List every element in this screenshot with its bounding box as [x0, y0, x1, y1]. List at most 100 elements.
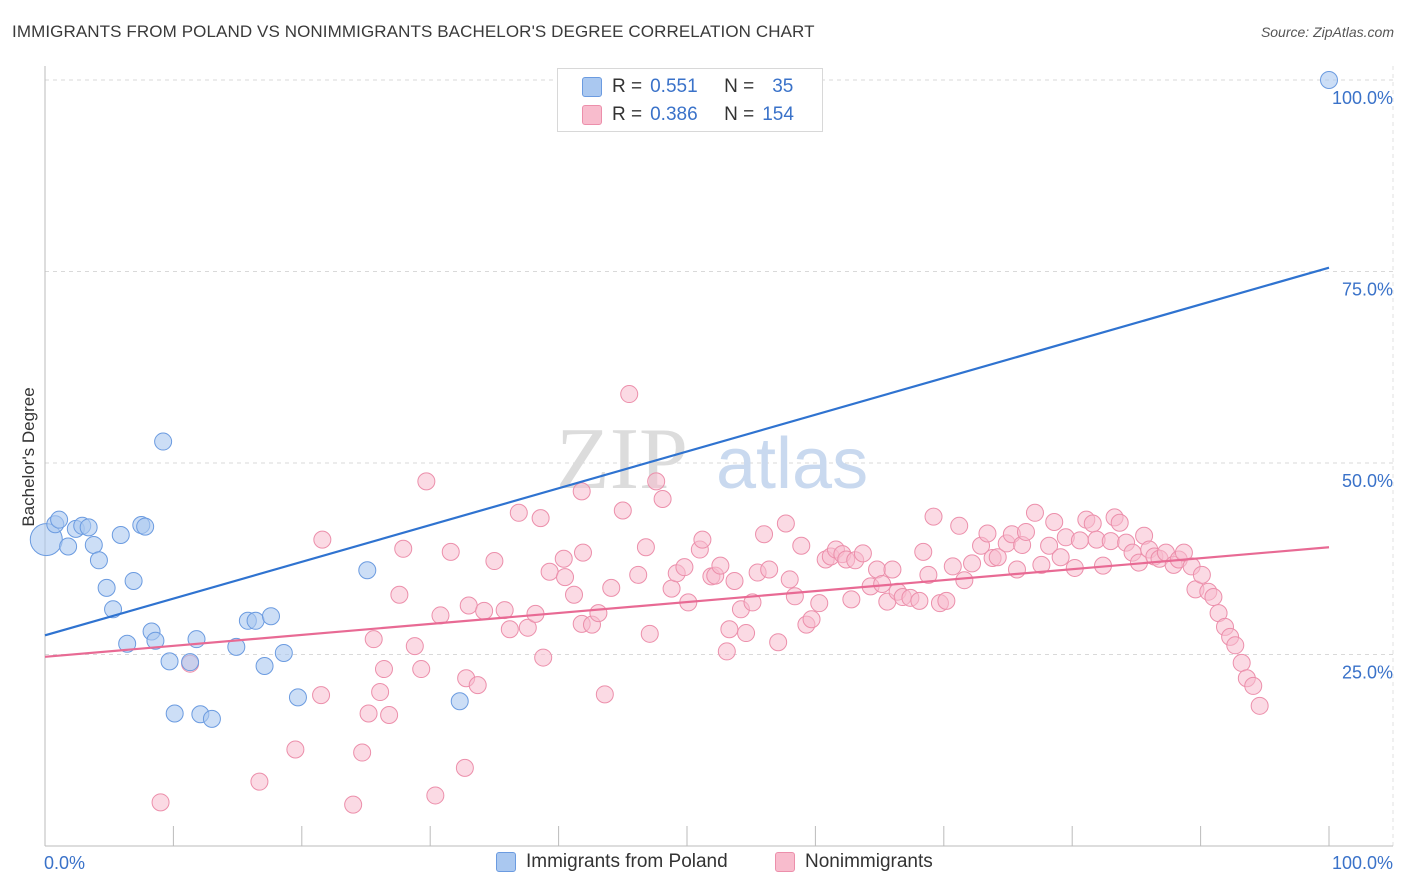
nonimmigrants-point	[810, 594, 829, 613]
nonimmigrants-point	[380, 706, 399, 725]
y-tick-label: 50.0%	[1342, 471, 1393, 491]
nonimmigrants-point	[955, 571, 974, 590]
nonimmigrants-point	[426, 786, 445, 805]
poland-point	[246, 611, 265, 630]
legend-r-label: R =	[612, 104, 643, 125]
nonimmigrants-point	[919, 565, 938, 584]
nonimmigrants-point	[693, 530, 712, 549]
nonimmigrants-point	[780, 570, 799, 589]
nonimmigrants-point	[312, 686, 331, 705]
nonimmigrants-point	[1110, 513, 1129, 532]
nonimmigrants-point	[500, 620, 519, 639]
nonimmigrants-point	[802, 610, 821, 629]
nonimmigrants-points	[151, 385, 1269, 814]
poland-point	[79, 518, 98, 537]
poland-point	[154, 432, 173, 451]
nonimmigrants-point	[792, 536, 811, 555]
nonimmigrants-point	[769, 633, 788, 652]
nonimmigrants-point	[988, 548, 1007, 567]
nonimmigrants-point	[620, 385, 639, 404]
bottom-legend-poland: Immigrants from Poland	[496, 851, 728, 873]
legend-row-poland: R = 0.551 N = 35	[582, 75, 793, 99]
poland-point	[50, 510, 69, 529]
nonimmigrants-point	[776, 514, 795, 533]
nonimmigrants-point	[151, 793, 170, 812]
nonimmigrants-point	[883, 560, 902, 579]
nonimmigrants-point	[1045, 512, 1064, 531]
nonimmigrants-point	[720, 620, 739, 639]
nonimmigrants-point	[943, 557, 962, 576]
legend-r-value-poland: 0.551	[650, 76, 698, 97]
nonimmigrants-point	[647, 472, 666, 491]
nonimmigrants-point	[725, 571, 744, 590]
y-tick-label: 75.0%	[1342, 280, 1393, 300]
poland-point	[165, 704, 184, 723]
trend-lines	[44, 266, 1330, 658]
nonimmigrants-point	[1040, 536, 1059, 555]
nonimmigrants-point	[518, 618, 537, 637]
nonimmigrants-point	[1192, 565, 1211, 584]
nonimmigrants-point	[743, 593, 762, 612]
poland-point	[358, 561, 377, 580]
x-tick-label-min: 0.0%	[44, 853, 85, 873]
nonimmigrants-point	[417, 472, 436, 491]
nonimmigrants-point	[755, 525, 774, 544]
chart-title: IMMIGRANTS FROM POLAND VS NONIMMIGRANTS …	[12, 22, 815, 41]
nonimmigrants-point	[1250, 696, 1269, 715]
nonimmigrants-point	[1174, 543, 1193, 562]
poland-point	[181, 653, 200, 672]
nonimmigrants-point	[640, 624, 659, 643]
nonimmigrants-point	[636, 538, 655, 557]
nonimmigrants-point	[364, 630, 383, 649]
tick-labels: 100.0% 75.0% 50.0% 25.0% 0.0% 100.0%	[44, 88, 1393, 873]
poland-point	[146, 631, 165, 650]
nonimmigrants-point	[250, 772, 269, 791]
poland-point	[255, 656, 274, 675]
poland-point	[450, 692, 469, 711]
legend-n-label: N =	[724, 76, 755, 97]
nonimmigrants-point	[760, 560, 779, 579]
legend-r-value-nonimmigrants: 0.386	[650, 104, 698, 125]
nonimmigrants-point	[374, 660, 393, 679]
y-axis-label: Bachelor's Degree	[19, 387, 38, 526]
legend-swatch-nonimmigrants	[582, 105, 602, 125]
poland-point	[160, 652, 179, 671]
nonimmigrants-point	[595, 685, 614, 704]
nonimmigrants-point	[910, 591, 929, 610]
nonimmigrants-point	[602, 578, 621, 597]
nonimmigrants-point	[455, 758, 474, 777]
nonimmigrants-point	[629, 565, 648, 584]
nonimmigrants-point	[412, 660, 431, 679]
nonimmigrants-point	[475, 601, 494, 620]
nonimmigrants-point	[531, 509, 550, 528]
nonimmigrants-point	[589, 604, 608, 623]
nonimmigrants-point	[1226, 636, 1245, 655]
nonimmigrants-point	[286, 740, 305, 759]
nonimmigrants-point	[842, 590, 861, 609]
nonimmigrants-point	[534, 648, 553, 667]
poland-points	[29, 71, 1338, 728]
nonimmigrants-point	[785, 587, 804, 606]
nonimmigrants-point	[459, 596, 478, 615]
nonimmigrants-point	[653, 490, 672, 509]
bottom-legend-swatch-poland	[496, 852, 516, 872]
nonimmigrants-point	[394, 539, 413, 558]
nonimmigrants-point	[950, 516, 969, 535]
poland-point	[261, 607, 280, 626]
nonimmigrants-point	[405, 637, 424, 656]
nonimmigrants-point	[1016, 522, 1035, 541]
poland-point	[84, 535, 103, 554]
nonimmigrants-point	[441, 542, 460, 561]
nonimmigrants-point	[1051, 548, 1070, 567]
nonimmigrants-point	[978, 524, 997, 543]
nonimmigrants-point	[937, 591, 956, 610]
legend-n-label: N =	[724, 104, 755, 125]
nonimmigrants-point	[344, 795, 363, 814]
poland-point	[136, 517, 155, 536]
legend-swatch-poland	[582, 77, 602, 97]
nonimmigrants-point	[662, 579, 681, 598]
nonimmigrants-point	[554, 549, 573, 568]
nonimmigrants-point	[1204, 588, 1223, 607]
poland-point	[124, 571, 143, 590]
